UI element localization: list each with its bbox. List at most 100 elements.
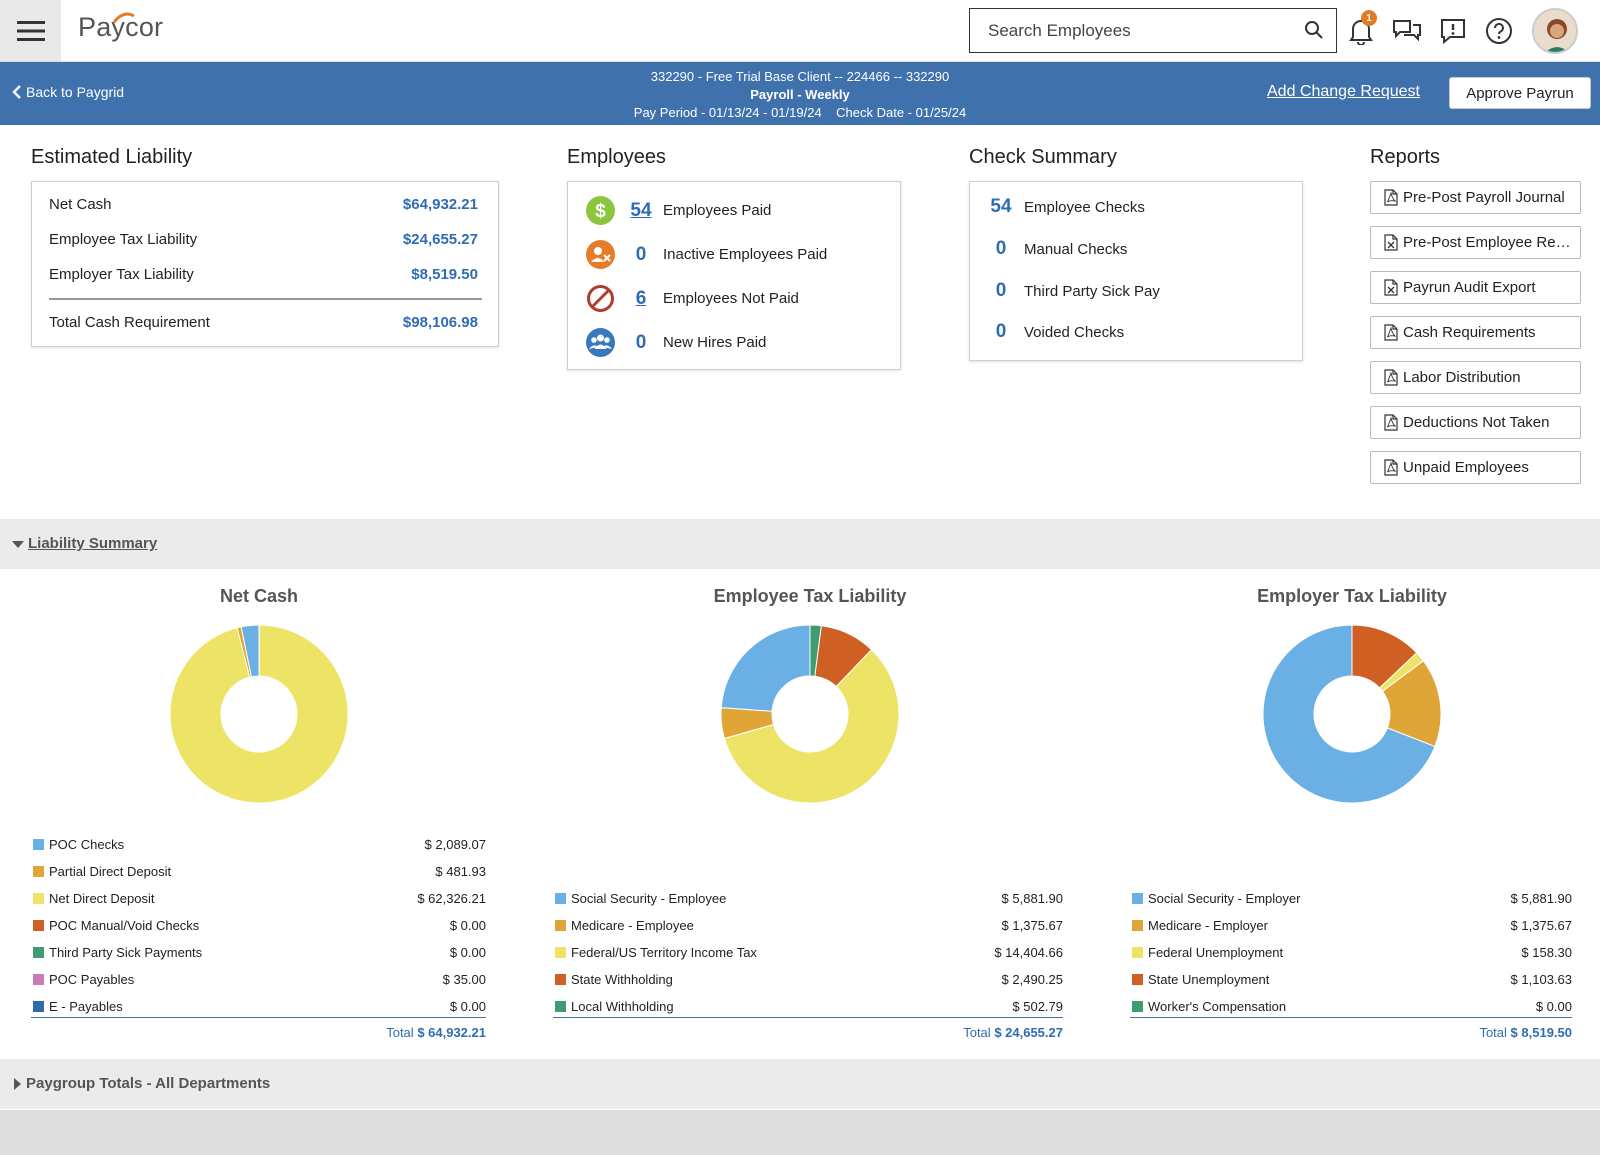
chart-title: Net Cash — [219, 586, 299, 606]
feedback-button[interactable] — [1436, 14, 1470, 48]
donut-slice[interactable] — [720, 624, 811, 712]
donut-slice[interactable] — [723, 648, 900, 804]
chevron-left-icon — [12, 85, 21, 99]
legend-row: POC Manual/Void Checks $ 0.00 — [33, 918, 486, 933]
legend-label: State Unemployment — [1148, 972, 1270, 987]
report-button[interactable]: Cash Requirements — [1370, 316, 1581, 349]
chart-total: Total $ 8,519.50 — [1132, 1025, 1572, 1040]
legend-swatch — [33, 1001, 44, 1012]
chart-title: Employer Tax Liability — [1257, 586, 1447, 606]
legend-row: Medicare - Employee $ 1,375.67 — [555, 918, 1063, 933]
donut-chart — [169, 624, 349, 804]
report-button[interactable]: Deductions Not Taken — [1370, 406, 1581, 439]
liability-value: $64,932.21 — [402, 196, 478, 213]
liability-summary-label: Liability Summary — [28, 535, 158, 552]
new-hires-label: New Hires Paid — [663, 334, 767, 351]
report-label: Unpaid Employees — [1403, 459, 1529, 476]
add-change-request-link[interactable]: Add Change Request — [1267, 83, 1420, 100]
help-icon — [1486, 18, 1512, 44]
pdf-icon — [1384, 369, 1398, 386]
legend-label: E - Payables — [49, 999, 123, 1014]
legend-swatch — [33, 920, 44, 931]
legend-divider — [553, 1017, 1063, 1018]
legend-label: Medicare - Employee — [571, 918, 694, 933]
liability-value: $24,655.27 — [402, 231, 478, 248]
liability-row: Employer Tax Liability $8,519.50 — [49, 266, 478, 283]
logo-swoosh-icon — [112, 12, 135, 23]
legend-label: POC Manual/Void Checks — [49, 918, 200, 933]
legend-value: $ 1,375.67 — [1001, 918, 1063, 933]
legend-swatch — [1132, 920, 1143, 931]
client-line: 332290 - Free Trial Base Client -- 22446… — [650, 69, 950, 84]
notifications-button[interactable]: 1 — [1344, 10, 1378, 48]
legend-value: $ 0.00 — [449, 999, 486, 1014]
check-label: Third Party Sick Pay — [1024, 282, 1160, 300]
liability-summary-toggle[interactable]: Liability Summary — [12, 535, 157, 552]
total-value: $ 24,655.27 — [994, 1025, 1063, 1040]
dollar-icon: $ — [586, 196, 615, 225]
total-value: $98,106.98 — [402, 314, 478, 331]
legend-label: Federal/US Territory Income Tax — [571, 945, 757, 960]
feedback-icon — [1441, 19, 1465, 45]
legend-swatch — [555, 920, 566, 931]
report-button[interactable]: Pre-Post Employee Register — [1370, 226, 1581, 259]
employees-not-paid-row: 6 Employees Not Paid — [586, 284, 799, 313]
check-count: 54 — [990, 196, 1012, 217]
legend-swatch — [33, 974, 44, 985]
legend-value: $ 0.00 — [449, 918, 486, 933]
legend-value: $ 1,375.67 — [1510, 918, 1572, 933]
approve-payrun-button[interactable]: Approve Payrun — [1449, 77, 1591, 109]
donut-slice[interactable] — [169, 624, 349, 804]
employees-paid-label: Employees Paid — [663, 202, 772, 219]
donut-slice[interactable] — [240, 624, 260, 678]
legend-label: POC Checks — [49, 837, 125, 852]
report-label: Cash Requirements — [1403, 324, 1536, 341]
paygroup-totals-toggle[interactable]: Paygroup Totals - All Departments — [12, 1075, 270, 1092]
help-button[interactable] — [1482, 14, 1516, 48]
reports-title: Reports — [1370, 146, 1441, 168]
legend-label: Third Party Sick Payments — [49, 945, 203, 960]
inactive-employees-row: 0 Inactive Employees Paid — [586, 240, 827, 269]
legend-value: $ 14,404.66 — [994, 945, 1063, 960]
search-icon[interactable] — [1304, 20, 1324, 40]
chart-total: Total $ 64,932.21 — [33, 1025, 486, 1040]
report-label: Pre-Post Employee Register — [1403, 234, 1575, 251]
legend-label: Social Security - Employer — [1148, 891, 1301, 906]
liability-label: Employer Tax Liability — [49, 266, 194, 283]
report-button[interactable]: Payrun Audit Export — [1370, 271, 1581, 304]
svg-text:$: $ — [595, 201, 606, 222]
report-button[interactable]: Unpaid Employees — [1370, 451, 1581, 484]
legend-swatch — [33, 866, 44, 877]
employees-not-paid-count[interactable]: 6 — [635, 287, 647, 309]
report-label: Deductions Not Taken — [1403, 414, 1550, 431]
check-count: 0 — [995, 280, 1007, 301]
check-label: Voided Checks — [1024, 323, 1125, 341]
legend-row: Worker's Compensation $ 0.00 — [1132, 999, 1572, 1014]
new-hires-count: 0 — [635, 331, 647, 353]
legend-value: $ 481.93 — [435, 864, 486, 879]
employees-not-paid-label: Employees Not Paid — [663, 290, 799, 307]
hamburger-menu-button[interactable] — [0, 0, 61, 61]
liability-label: Employee Tax Liability — [49, 231, 198, 248]
messages-button[interactable] — [1390, 14, 1424, 48]
chat-bubbles-icon — [1393, 20, 1421, 42]
donut-slice[interactable] — [1262, 624, 1436, 804]
legend-row: Social Security - Employee $ 5,881.90 — [555, 891, 1063, 906]
legend-row: Net Direct Deposit $ 62,326.21 — [33, 891, 486, 906]
legend-value: $ 1,103.63 — [1510, 972, 1572, 987]
back-to-paygrid-link[interactable]: Back to Paygrid — [12, 84, 124, 100]
search-input[interactable] — [988, 20, 1288, 41]
report-button[interactable]: Labor Distribution — [1370, 361, 1581, 394]
chart-title: Employee Tax Liability — [713, 586, 907, 606]
user-avatar[interactable] — [1532, 8, 1578, 54]
employees-paid-count[interactable]: 54 — [630, 199, 652, 221]
legend-row: E - Payables $ 0.00 — [33, 999, 486, 1014]
check-count: 0 — [995, 238, 1007, 259]
legend-label: Local Withholding — [571, 999, 674, 1014]
check-label: Employee Checks — [1024, 198, 1145, 216]
report-button[interactable]: Pre-Post Payroll Journal — [1370, 181, 1581, 214]
liability-row: Net Cash $64,932.21 — [49, 196, 478, 213]
top-bar: Paycor 1 — [0, 0, 1600, 62]
report-label: Pre-Post Payroll Journal — [1403, 189, 1565, 206]
legend-value: $ 158.30 — [1521, 945, 1572, 960]
